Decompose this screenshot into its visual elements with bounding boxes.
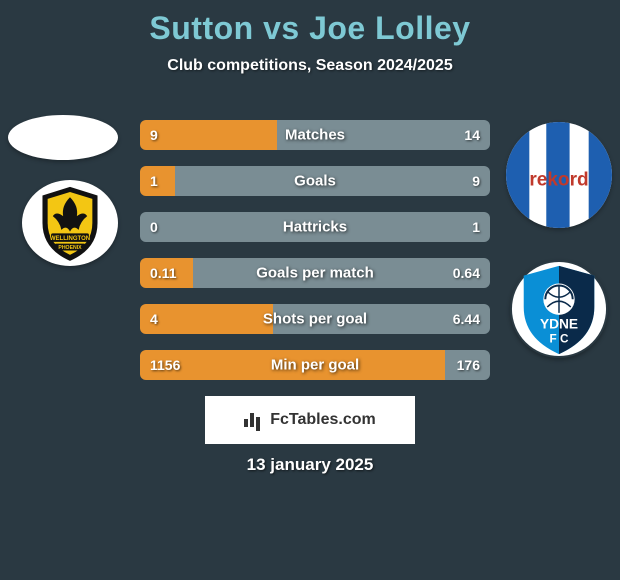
stat-value-right: 0.64 bbox=[453, 265, 480, 281]
svg-text:WELLINGTON: WELLINGTON bbox=[50, 236, 90, 242]
stat-row: 0 1 Hattricks bbox=[140, 212, 490, 242]
comparison-card: Sutton vs Joe Lolley Club competitions, … bbox=[0, 0, 620, 580]
stat-row: 9 14 Matches bbox=[140, 120, 490, 150]
stat-value-right: 6.44 bbox=[453, 311, 480, 327]
player-right-photo: rekord bbox=[506, 122, 612, 228]
svg-text:YDNE: YDNE bbox=[540, 317, 578, 332]
stats-area: 9 14 Matches 1 9 Goals 0 1 Hattricks 0.11 0.64 Goal… bbox=[140, 120, 490, 396]
stat-label: Shots per goal bbox=[263, 311, 367, 328]
stat-label: Hattricks bbox=[283, 219, 347, 236]
club-right-crest: YDNE F C bbox=[510, 260, 608, 358]
stat-value-left: 9 bbox=[150, 127, 158, 143]
sydney-fc-icon: YDNE F C bbox=[510, 260, 608, 358]
stat-row: 4 6.44 Shots per goal bbox=[140, 304, 490, 334]
stat-value-left: 0 bbox=[150, 219, 158, 235]
stat-value-right: 1 bbox=[472, 219, 480, 235]
barchart-icon bbox=[244, 413, 264, 427]
fctables-logo: FcTables.com bbox=[205, 396, 415, 444]
stat-row: 1156 176 Min per goal bbox=[140, 350, 490, 380]
stat-value-left: 1 bbox=[150, 173, 158, 189]
bar-left bbox=[140, 120, 277, 150]
stat-row: 1 9 Goals bbox=[140, 166, 490, 196]
player-left-photo bbox=[8, 115, 118, 160]
svg-text:F C: F C bbox=[550, 332, 569, 345]
svg-text:PHOENIX: PHOENIX bbox=[58, 245, 82, 251]
stat-value-left: 0.11 bbox=[150, 265, 176, 281]
bar-left bbox=[140, 304, 273, 334]
club-left-crest: WELLINGTON PHOENIX bbox=[22, 180, 118, 266]
stat-row: 0.11 0.64 Goals per match bbox=[140, 258, 490, 288]
subtitle: Club competitions, Season 2024/2025 bbox=[0, 57, 620, 75]
stat-label: Matches bbox=[285, 127, 345, 144]
stat-label: Goals per match bbox=[256, 265, 374, 282]
wellington-phoenix-icon: WELLINGTON PHOENIX bbox=[22, 180, 118, 266]
stat-label: Min per goal bbox=[271, 357, 359, 374]
stat-label: Goals bbox=[294, 173, 336, 190]
stat-value-left: 1156 bbox=[150, 357, 180, 373]
page-title: Sutton vs Joe Lolley bbox=[0, 0, 620, 47]
logo-text: FcTables.com bbox=[270, 411, 376, 429]
svg-text:rekord: rekord bbox=[529, 170, 588, 191]
stat-value-right: 176 bbox=[457, 357, 480, 373]
date-text: 13 january 2025 bbox=[247, 455, 374, 475]
jersey-icon: rekord bbox=[506, 122, 612, 228]
stat-value-left: 4 bbox=[150, 311, 158, 327]
stat-value-right: 14 bbox=[464, 127, 480, 143]
stat-value-right: 9 bbox=[472, 173, 480, 189]
